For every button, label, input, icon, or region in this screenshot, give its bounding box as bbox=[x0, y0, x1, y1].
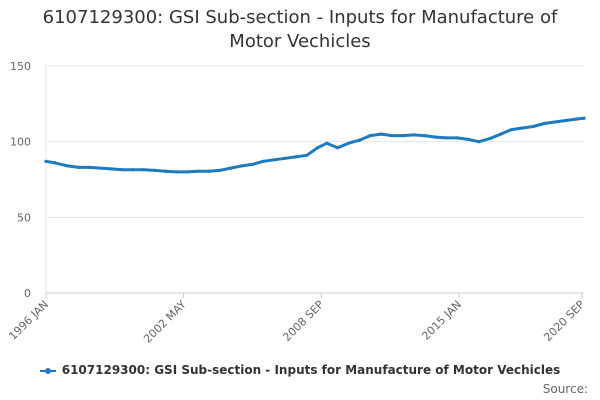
data-point bbox=[77, 165, 81, 169]
x-tick-label: 2015 JAN bbox=[419, 298, 464, 343]
data-point bbox=[283, 156, 287, 160]
data-point bbox=[142, 168, 146, 172]
data-point bbox=[87, 165, 92, 169]
data-point bbox=[575, 117, 579, 121]
data-point bbox=[520, 126, 525, 130]
y-tick-label: 100 bbox=[10, 136, 31, 149]
y-tick-label: 0 bbox=[24, 287, 31, 300]
data-point bbox=[336, 146, 340, 150]
source-label: Source: bbox=[542, 382, 588, 396]
data-point bbox=[466, 137, 470, 141]
data-point bbox=[499, 132, 503, 136]
y-tick-label: 50 bbox=[17, 211, 31, 224]
data-point bbox=[582, 116, 586, 120]
data-point bbox=[368, 134, 372, 138]
y-tick-label: 150 bbox=[10, 60, 31, 73]
data-point bbox=[196, 169, 200, 173]
data-point bbox=[357, 138, 361, 142]
series-line bbox=[44, 116, 586, 174]
data-point bbox=[509, 128, 514, 132]
data-point bbox=[272, 158, 276, 162]
data-point bbox=[455, 136, 459, 140]
data-point bbox=[390, 134, 394, 138]
x-tick-label: 2020 SEP bbox=[541, 298, 587, 344]
data-point bbox=[153, 168, 157, 172]
chart-title-line-1: 6107129300: GSI Sub-section - Inputs for… bbox=[42, 7, 558, 28]
data-point bbox=[250, 162, 255, 166]
data-point bbox=[98, 166, 102, 170]
data-point bbox=[444, 136, 448, 140]
data-point bbox=[207, 169, 211, 173]
data-point bbox=[542, 121, 546, 126]
legend-swatch-icon bbox=[39, 367, 56, 374]
data-point bbox=[66, 164, 70, 168]
data-point bbox=[185, 170, 189, 174]
data-point bbox=[564, 118, 568, 123]
data-point bbox=[174, 170, 178, 174]
data-point bbox=[44, 159, 48, 163]
series-layer bbox=[44, 116, 586, 174]
data-point bbox=[401, 134, 405, 138]
data-point bbox=[109, 167, 113, 171]
data-point bbox=[229, 166, 233, 170]
data-point bbox=[412, 133, 416, 137]
data-point bbox=[240, 164, 244, 168]
data-point bbox=[423, 134, 427, 138]
data-point bbox=[553, 120, 557, 124]
data-point bbox=[488, 137, 492, 141]
data-point bbox=[379, 132, 383, 136]
x-tick-label: 2002 MAY bbox=[141, 298, 189, 346]
data-point bbox=[294, 155, 298, 159]
legend[interactable]: 6107129300: GSI Sub-section - Inputs for… bbox=[0, 363, 600, 377]
data-point bbox=[531, 124, 535, 129]
legend-label: 6107129300: GSI Sub-section - Inputs for… bbox=[61, 363, 561, 377]
data-point bbox=[477, 140, 481, 144]
x-tick-label: 2008 SEP bbox=[280, 298, 326, 344]
data-point bbox=[164, 169, 168, 173]
data-point bbox=[325, 141, 329, 145]
data-point bbox=[53, 161, 57, 165]
data-point bbox=[346, 141, 351, 145]
data-point bbox=[316, 146, 320, 150]
data-point bbox=[433, 135, 438, 139]
chart-title-line-2: Motor Vechicles bbox=[229, 31, 371, 52]
chart-title: 6107129300: GSI Sub-section - Inputs for… bbox=[0, 6, 600, 54]
data-point bbox=[305, 153, 309, 157]
data-point bbox=[120, 168, 124, 172]
data-point bbox=[261, 159, 265, 163]
gridlines bbox=[45, 65, 584, 294]
axes: 0 50 100 150 1996 JAN 2002 MAY 2008 SEP 2015 JA… bbox=[6, 60, 587, 346]
x-tick-label: 1996 JAN bbox=[6, 298, 51, 343]
data-point bbox=[131, 168, 135, 172]
data-point bbox=[218, 168, 222, 172]
